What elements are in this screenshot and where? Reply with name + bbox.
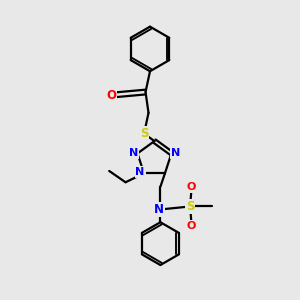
Text: N: N [154, 203, 164, 216]
Text: N: N [136, 167, 145, 177]
Text: N: N [129, 148, 138, 158]
Text: N: N [171, 148, 180, 158]
Text: O: O [187, 221, 196, 231]
Text: S: S [140, 127, 148, 140]
Text: O: O [106, 88, 116, 101]
Text: O: O [187, 182, 196, 192]
Text: S: S [186, 200, 194, 213]
